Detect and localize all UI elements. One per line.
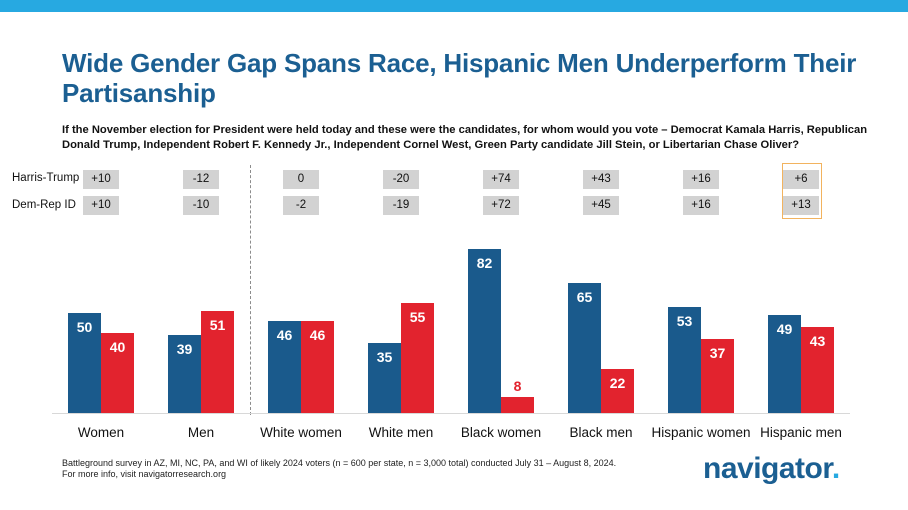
harris-trump-margin-white-men: -20 — [383, 170, 419, 189]
category-label-women: Women — [78, 425, 124, 440]
brand-name: navigator — [703, 452, 832, 485]
trump-value-men: 51 — [210, 317, 226, 333]
chart-title: Wide Gender Gap Spans Race, Hispanic Men… — [62, 48, 857, 108]
trump-value-white-men: 55 — [410, 309, 426, 325]
brand-dot: . — [831, 452, 840, 485]
dem-rep-margin-hispanic-women: +16 — [683, 196, 719, 215]
harris-trump-margin-white-women: 0 — [283, 170, 319, 189]
dem-rep-margin-men: -10 — [183, 196, 219, 215]
trump-bar-hispanic-women — [701, 339, 734, 413]
dem-rep-margin-white-women: -2 — [283, 196, 319, 215]
trump-value-white-women: 46 — [310, 327, 326, 343]
harris-trump-margin-hispanic-women: +16 — [683, 170, 719, 189]
footnote-link: For more info, visit navigatorresearch.o… — [62, 469, 227, 479]
trump-bar-white-women — [301, 321, 334, 413]
trump-value-hispanic-women: 37 — [710, 345, 726, 361]
harris-value-women: 50 — [77, 319, 93, 335]
harris-value-men: 39 — [177, 341, 193, 357]
harris-bar-men — [168, 335, 201, 413]
dem-rep-margin-hispanic-men: +13 — [783, 196, 819, 215]
trump-bar-men — [201, 311, 234, 413]
hispanic-men-highlight — [782, 163, 822, 219]
trump-bar-black-men — [601, 369, 634, 413]
category-label-hispanic-men: Hispanic men — [760, 425, 842, 440]
harris-trump-margin-men: -12 — [183, 170, 219, 189]
dem-rep-margin-white-men: -19 — [383, 196, 419, 215]
harris-trump-margin-women: +10 — [83, 170, 119, 189]
harris-bar-white-men — [368, 343, 401, 413]
trump-value-black-men: 22 — [610, 375, 626, 391]
category-label-black-men: Black men — [569, 425, 632, 440]
harris-bar-black-women — [468, 249, 501, 413]
harris-bar-white-women — [268, 321, 301, 413]
gender-race-divider — [250, 165, 251, 415]
category-label-white-women: White women — [260, 425, 342, 440]
trump-value-women: 40 — [110, 339, 126, 355]
top-accent-bar — [0, 0, 908, 12]
dem-rep-row-label: Dem-Rep ID — [12, 199, 76, 211]
footnote: Battleground survey in AZ, MI, NC, PA, a… — [62, 458, 616, 480]
harris-bar-hispanic-men — [768, 315, 801, 413]
trump-value-hispanic-men: 43 — [810, 333, 826, 349]
harris-trump-margin-hispanic-men: +6 — [783, 170, 819, 189]
trump-bar-black-women — [501, 397, 534, 413]
harris-bar-hispanic-women — [668, 307, 701, 413]
trump-bar-hispanic-men — [801, 327, 834, 413]
trump-bar-women — [101, 333, 134, 413]
category-label-hispanic-women: Hispanic women — [651, 425, 750, 440]
footnote-survey: Battleground survey in AZ, MI, NC, PA, a… — [62, 458, 617, 468]
harris-trump-row-label: Harris-Trump — [12, 172, 80, 184]
harris-value-hispanic-men: 49 — [777, 321, 793, 337]
trump-bar-white-men — [401, 303, 434, 413]
category-label-men: Men — [188, 425, 214, 440]
category-label-white-men: White men — [369, 425, 434, 440]
navigator-logo: navigator. — [703, 452, 840, 486]
dem-rep-margin-women: +10 — [83, 196, 119, 215]
harris-value-black-women: 82 — [477, 255, 493, 271]
harris-value-black-men: 65 — [577, 289, 593, 305]
trump-value-black-women: 8 — [514, 378, 522, 394]
harris-trump-margin-black-men: +43 — [583, 170, 619, 189]
dem-rep-margin-black-men: +45 — [583, 196, 619, 215]
harris-value-hispanic-women: 53 — [677, 313, 693, 329]
harris-bar-black-men — [568, 283, 601, 413]
harris-value-white-men: 35 — [377, 349, 393, 365]
question-text: If the November election for President w… — [62, 124, 868, 151]
harris-trump-margin-black-women: +74 — [483, 170, 519, 189]
category-label-black-women: Black women — [461, 425, 541, 440]
harris-value-white-women: 46 — [277, 327, 293, 343]
dem-rep-margin-black-women: +72 — [483, 196, 519, 215]
harris-bar-women — [68, 313, 101, 413]
